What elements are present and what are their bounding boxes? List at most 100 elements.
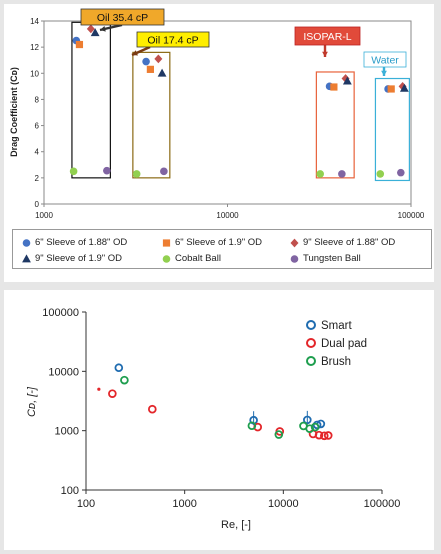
legend-marker xyxy=(306,320,316,330)
callout-label: Oil 17.4 cP xyxy=(147,35,198,47)
legend-marker-shape xyxy=(290,254,299,263)
data-point xyxy=(342,76,352,85)
legend-item: 9" Sleeve of 1.88" OD xyxy=(289,236,395,248)
y-tick-label: 12 xyxy=(30,43,39,52)
y-tick-label: 100000 xyxy=(42,307,79,319)
data-point xyxy=(69,167,78,176)
callout-box xyxy=(363,51,407,68)
legend-label: 6" Sleeve of 1.88" OD xyxy=(35,236,128,248)
cd-vs-re-chart-svg: 100 1000 10000 100000 100 1000 10000 100000 Cᴅ… xyxy=(26,307,401,531)
legend-item: 6" Sleeve of 1.88" OD xyxy=(21,236,127,248)
data-point xyxy=(90,28,100,37)
data-point xyxy=(108,389,117,398)
y-tick-label: 100 xyxy=(61,485,79,497)
oil-35-callout: Oil 35.4 cP xyxy=(80,8,165,32)
legend-label: Cobalt Ball xyxy=(175,252,221,264)
legend-label: Smart xyxy=(321,320,352,332)
water-callout: Water xyxy=(363,51,407,76)
legend-label: 6" Sleeve of 1.9" OD xyxy=(175,236,263,248)
data-point xyxy=(274,430,284,439)
data-point xyxy=(399,83,409,92)
data-point xyxy=(316,170,324,178)
data-point xyxy=(97,387,101,391)
x-axis-label: Re, [-] xyxy=(221,519,251,531)
legend-item: 9" Sleeve of 1.9" OD xyxy=(21,252,122,264)
legend-marker-shape xyxy=(22,253,31,262)
data-point xyxy=(142,57,150,66)
legend-marker xyxy=(22,253,31,262)
data-point xyxy=(114,363,124,373)
x-tick-label: 100000 xyxy=(398,211,425,220)
callout-box xyxy=(294,26,361,46)
legend-label: Dual pad xyxy=(321,338,367,350)
legend-item: Tungsten Ball xyxy=(289,252,361,264)
callout-label: Water xyxy=(371,55,399,67)
data-point xyxy=(86,24,95,34)
y-tick-label: 0 xyxy=(35,200,40,209)
data-point xyxy=(103,166,111,175)
callout-label: Oil 35.4 cP xyxy=(97,12,148,24)
legend-marker xyxy=(290,238,299,247)
data-point xyxy=(160,167,168,176)
y-tick-label: 10 xyxy=(30,69,39,78)
legend-label: Tungsten Ball xyxy=(303,252,361,264)
legend: 6" Sleeve of 1.88" OD 6" Sleeve of 1.9" O… xyxy=(12,229,432,269)
x-tick-label: 100000 xyxy=(364,498,401,510)
isopar-group-box xyxy=(315,71,355,179)
x-tick-label: 1000 xyxy=(35,211,53,220)
legend-label: 9" Sleeve of 1.88" OD xyxy=(303,236,396,248)
callout-box xyxy=(136,31,210,48)
data-point xyxy=(330,83,338,91)
data-point xyxy=(120,375,129,385)
data-point xyxy=(312,420,322,430)
data-point xyxy=(398,81,407,91)
legend-item: 6" Sleeve of 1.9" OD xyxy=(161,236,262,248)
isopar-callout: ISOPAR-L xyxy=(294,26,361,57)
legend-label: Brush xyxy=(321,356,351,368)
legend-marker-shape xyxy=(162,254,171,263)
legend-marker xyxy=(162,238,171,247)
data-point xyxy=(310,422,320,432)
data-point xyxy=(376,170,385,178)
cd-vs-re-chart: 100 1000 10000 100000 100 1000 10000 100000 Cᴅ… xyxy=(4,290,434,550)
y-tick-label: 6 xyxy=(35,122,40,131)
x-tick-label: 1000 xyxy=(172,498,196,510)
y-tick-label: 2 xyxy=(35,174,40,183)
data-point xyxy=(303,415,312,425)
x-tick-label: 100 xyxy=(77,498,95,510)
legend-marker xyxy=(162,254,171,263)
data-point xyxy=(305,424,314,433)
y-tick-label: 8 xyxy=(35,95,40,104)
data-point xyxy=(132,170,141,178)
data-point xyxy=(314,430,324,440)
data-point xyxy=(341,74,350,83)
legend-marker-shape xyxy=(22,238,31,247)
callout-box xyxy=(80,8,165,26)
legend-marker xyxy=(306,356,316,366)
callout-arrowhead xyxy=(132,50,138,56)
y-axis-label: Drag Coefficient (Cᴅ) xyxy=(9,67,19,157)
y-tick-label: 14 xyxy=(30,17,39,26)
x-tick-label: 10000 xyxy=(268,498,299,510)
data-point xyxy=(146,65,154,73)
callout-arrowhead xyxy=(100,26,106,32)
legend-marker xyxy=(22,238,31,247)
legend-marker-shape xyxy=(162,238,171,247)
data-point xyxy=(148,404,157,414)
data-point xyxy=(154,54,163,64)
legend-label: 9" Sleeve of 1.9" OD xyxy=(35,252,123,264)
data-point xyxy=(338,170,346,178)
y-tick-label: 10000 xyxy=(48,366,79,378)
callout-label: ISOPAR-L xyxy=(303,31,351,43)
legend-marker xyxy=(290,254,299,263)
y-axis-label: Cᴅ, [-] xyxy=(26,386,38,417)
legend-marker-shape xyxy=(290,238,299,247)
callout-arrowhead xyxy=(381,70,387,76)
legend-marker xyxy=(306,338,316,348)
drag-coefficient-chart: Drag Coefficient (Cᴅ) 0 2 4 6 8 10 12 14 1000 10… xyxy=(4,4,434,282)
data-point xyxy=(247,421,257,431)
plot-area-frame xyxy=(43,20,412,205)
water-group-box xyxy=(374,77,410,182)
data-point xyxy=(319,431,329,441)
x-tick-label: 10000 xyxy=(216,211,239,220)
